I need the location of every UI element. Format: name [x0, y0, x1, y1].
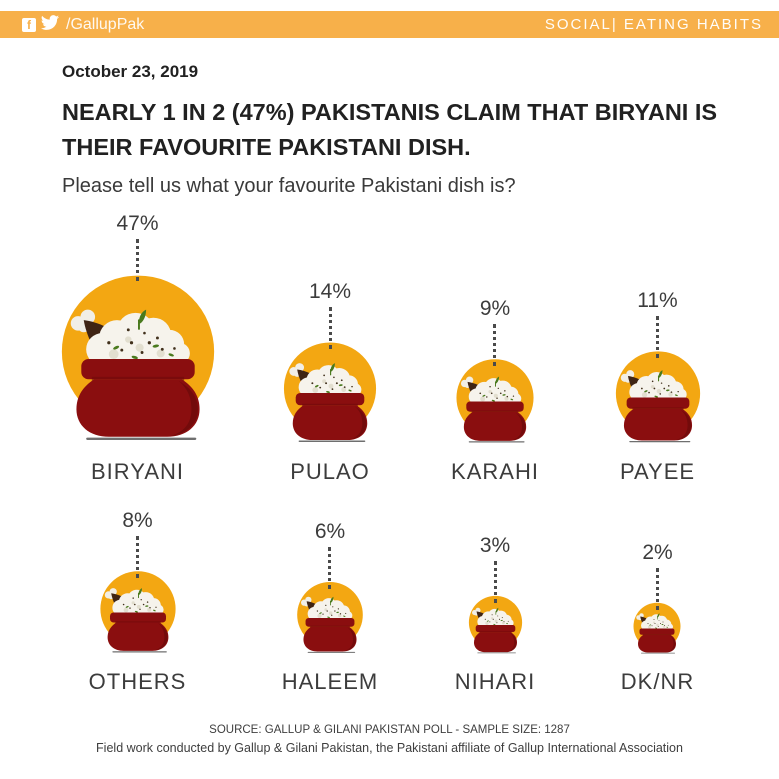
dish-name-label: PAYEE — [619, 458, 696, 484]
facebook-icon: f — [22, 17, 36, 32]
dish-item-karahi: 9% KARAHI — [451, 297, 539, 485]
source-line: SOURCE: GALLUP & GILANI PAKISTAN POLL - … — [209, 723, 570, 736]
dish-percent-label: 6% — [314, 519, 346, 543]
dish-percent-label: 47% — [116, 211, 159, 235]
dish-name-label: DK/NR — [620, 668, 695, 694]
cooking-pot-illustration — [295, 581, 365, 655]
dish-percent-label: 14% — [308, 279, 352, 303]
dish-name-label: OTHERS — [88, 668, 187, 694]
section-label: SOCIAL| EATING HABITS — [544, 16, 763, 33]
dish-percent-label: 8% — [122, 508, 153, 532]
dotted-connector-line — [493, 323, 497, 366]
dish-pictogram-chart: 47% BIRYANI 14% PULAO 9% KARAHI 11% PAYEE 8% OTHE… — [30, 212, 740, 695]
dish-item-payee: 11% PAYEE — [613, 289, 703, 485]
dish-name-label: BIRYANI — [91, 458, 184, 484]
dish-name-label: HALEEM — [281, 668, 379, 694]
dish-item-nihari: 3% NIHARI — [455, 534, 536, 695]
fieldwork-line: Field work conducted by Gallup & Gilani … — [96, 740, 683, 755]
dotted-connector-line — [328, 546, 332, 589]
twitter-icon — [41, 14, 59, 35]
dish-percent-label: 11% — [637, 288, 678, 312]
social-handle-text: /GallupPak — [66, 15, 145, 33]
dish-name-label: NIHARI — [454, 668, 536, 694]
social-handle-group: f /GallupPak — [22, 14, 145, 35]
cooking-pot-illustration — [467, 595, 524, 655]
cooking-pot-illustration — [454, 358, 536, 445]
dotted-connector-line — [136, 535, 139, 578]
cooking-pot-illustration — [98, 570, 178, 655]
dish-item-haleem: 6% HALEEM — [282, 520, 378, 695]
dotted-connector-line — [136, 238, 139, 281]
dish-item-biryani: 47% BIRYANI — [57, 212, 219, 485]
dish-name-label: PULAO — [290, 458, 370, 484]
footer: SOURCE: GALLUP & GILANI PAKISTAN POLL - … — [0, 721, 779, 758]
dish-item-dknr: 2% DK/NR — [621, 541, 694, 695]
cooking-pot-illustration — [281, 341, 379, 445]
headline-block: October 23, 2019 NEARLY 1 IN 2 (47%) PAK… — [0, 62, 779, 198]
headline-title: NEARLY 1 IN 2 (47%) PAKISTANIS CLAIM THA… — [62, 99, 718, 161]
dish-item-others: 8% OTHERS — [89, 509, 187, 695]
dish-percent-label: 3% — [479, 533, 511, 557]
cooking-pot-illustration — [613, 350, 703, 445]
dish-item-pulao: 14% PULAO — [281, 280, 379, 485]
top-social-bar: f /GallupPak SOCIAL| EATING HABITS — [0, 11, 779, 38]
cooking-pot-illustration — [57, 273, 219, 445]
dish-name-label: KARAHI — [451, 458, 539, 484]
survey-question: Please tell us what your favourite Pakis… — [62, 174, 516, 197]
dotted-connector-line — [328, 306, 332, 349]
dotted-connector-line — [656, 315, 659, 358]
dotted-connector-line — [493, 560, 497, 603]
publication-date: October 23, 2019 — [62, 62, 199, 81]
dish-percent-label: 9% — [479, 296, 511, 320]
dotted-connector-line — [655, 567, 659, 610]
dish-percent-label: 2% — [642, 540, 673, 564]
